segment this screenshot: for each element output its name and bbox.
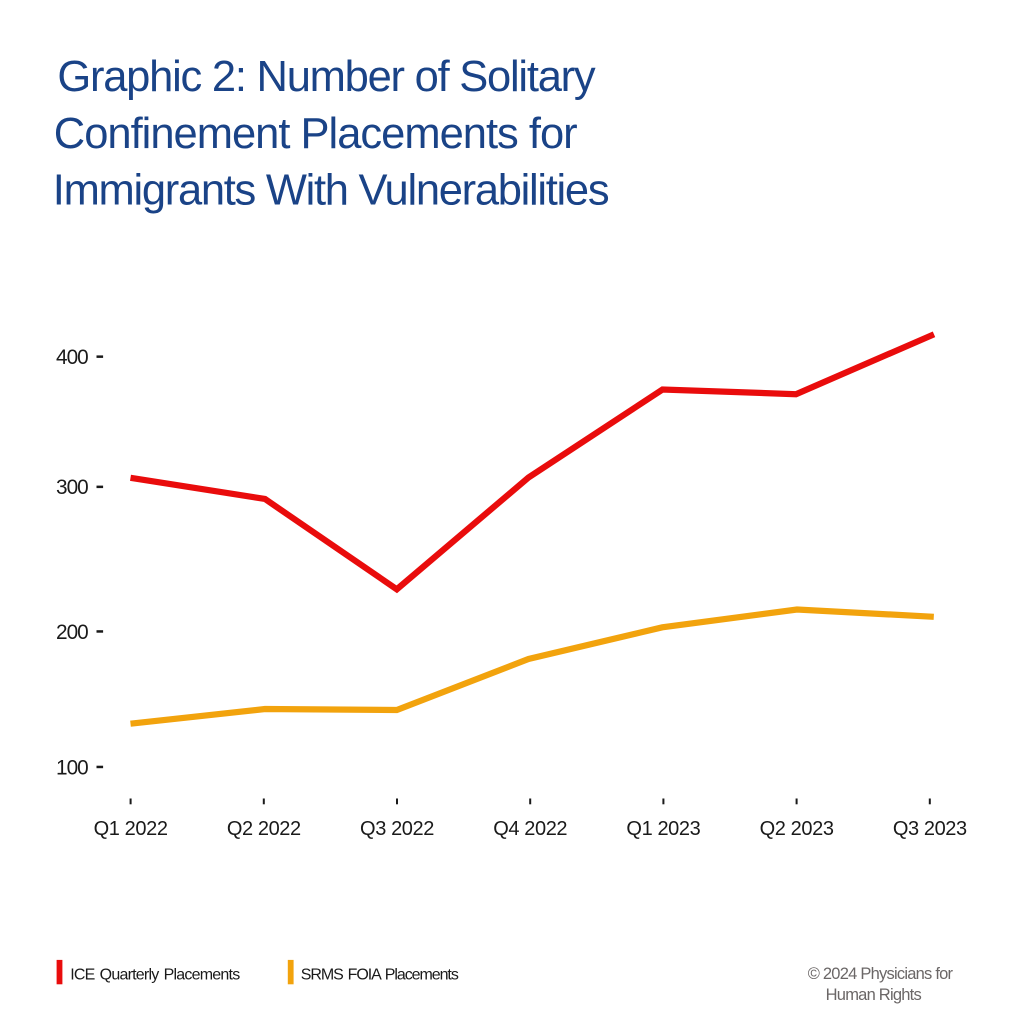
- svg-text:Confinement Placements for: Confinement Placements for: [54, 110, 577, 158]
- svg-text:© 2024 Physicians for: © 2024 Physicians for: [808, 965, 954, 983]
- svg-text:Q1 2023: Q1 2023: [626, 818, 700, 840]
- svg-text:100: 100: [56, 756, 88, 779]
- svg-text:Human Rights: Human Rights: [826, 986, 922, 1004]
- svg-text:200: 200: [56, 621, 88, 644]
- svg-text:Q3 2022: Q3 2022: [360, 818, 434, 840]
- svg-text:Immigrants With Vulnerabilitie: Immigrants With Vulnerabilities: [53, 166, 609, 214]
- svg-text:Q2 2023: Q2 2023: [760, 818, 834, 840]
- svg-text:400: 400: [56, 346, 88, 369]
- svg-text:Q3 2023: Q3 2023: [893, 818, 967, 840]
- svg-text:ICE Quarterly Placements: ICE Quarterly Placements: [70, 966, 240, 983]
- svg-text:Q1 2022: Q1 2022: [94, 818, 168, 840]
- svg-text:300: 300: [56, 476, 88, 499]
- svg-text:Q2 2022: Q2 2022: [227, 818, 301, 840]
- svg-text:Graphic 2: Number of Solitary: Graphic 2: Number of Solitary: [57, 53, 596, 101]
- svg-text:SRMS FOIA Placements: SRMS FOIA Placements: [301, 966, 459, 983]
- svg-text:Q4 2022: Q4 2022: [493, 818, 567, 840]
